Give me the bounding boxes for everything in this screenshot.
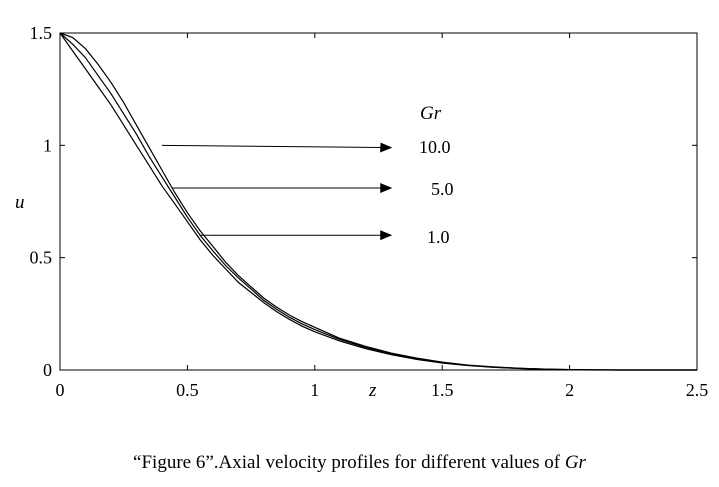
plot-frame xyxy=(59,32,698,371)
axis-ticks xyxy=(59,32,698,371)
y-tick-label: 0 xyxy=(43,360,52,380)
y-tick-label: 1 xyxy=(43,135,52,155)
legend-label-5: 5.0 xyxy=(431,179,454,199)
figure-caption: “Figure 6”.Axial velocity profiles for d… xyxy=(0,452,719,474)
annotation-arrows xyxy=(161,142,393,241)
y-tick-label: 1.5 xyxy=(30,23,53,43)
annotation-arrow-1 xyxy=(161,142,393,153)
x-tick-label: 2.5 xyxy=(686,380,709,400)
series-line-1 xyxy=(59,32,697,371)
legend-title: Gr xyxy=(420,103,442,124)
legend-label-1: 1.0 xyxy=(427,227,450,247)
x-tick-label: 2 xyxy=(565,380,574,400)
axis-tick-labels: 0 0.5 1 1.5 2 2.5 0 0.5 1 1.5 xyxy=(30,23,709,400)
y-tick-label: 0.5 xyxy=(30,248,53,268)
caption-text: “Figure 6”.Axial velocity profiles for d… xyxy=(133,452,565,473)
y-axis-label: u xyxy=(15,192,25,213)
caption-italic: Gr xyxy=(564,452,586,473)
series-curves xyxy=(59,32,697,371)
series-line-3 xyxy=(59,32,697,371)
x-tick-label: 0 xyxy=(56,380,65,400)
x-tick-label: 1 xyxy=(310,380,319,400)
series-line-2 xyxy=(59,32,697,371)
x-tick-label: 1.5 xyxy=(431,380,454,400)
x-axis-label: z xyxy=(368,380,377,401)
legend-label-10: 10.0 xyxy=(419,137,451,157)
x-tick-label: 0.5 xyxy=(176,380,199,400)
